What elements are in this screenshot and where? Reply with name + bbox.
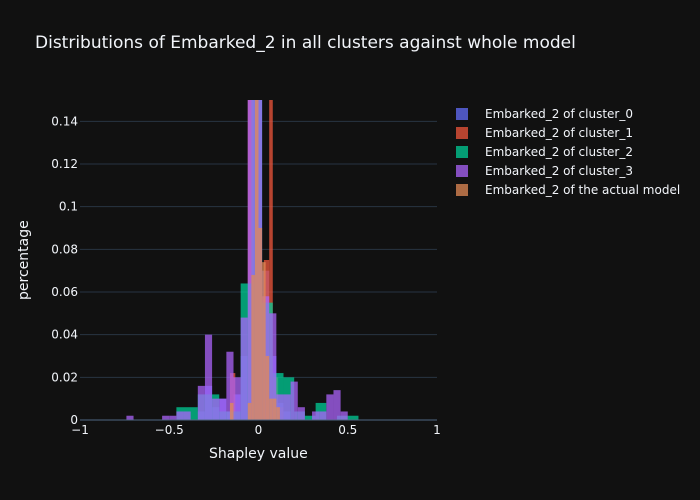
histogram-bar-series-3[interactable]: [204, 334, 213, 420]
legend-swatch: [456, 145, 468, 158]
x-tick-label: 0.5: [338, 423, 357, 437]
histogram-bar-series-3[interactable]: [269, 313, 277, 420]
chart-title: Distributions of Embarked_2 in all clust…: [35, 33, 576, 53]
legend-swatch: [456, 164, 468, 177]
histogram-bar-series-4[interactable]: [258, 228, 263, 420]
histogram-bar-series-3[interactable]: [169, 415, 177, 420]
y-tick-label: 0.02: [51, 370, 78, 384]
legend-label: Embarked_2 of the actual model: [485, 182, 681, 197]
legend-item[interactable]: Embarked_2 of cluster_2: [456, 142, 680, 161]
y-tick-label: 0: [70, 413, 78, 427]
histogram-bar-series-4[interactable]: [276, 407, 280, 420]
legend-label: Embarked_2 of cluster_2: [485, 144, 633, 159]
histogram-bar-series-3[interactable]: [212, 398, 220, 420]
histogram-bar-series-3[interactable]: [219, 398, 227, 420]
legend-item[interactable]: Embarked_2 of cluster_0: [456, 104, 680, 123]
histogram-bar-series-3[interactable]: [162, 415, 170, 420]
histogram-bar-series-3[interactable]: [283, 394, 291, 420]
histogram-bar-series-3[interactable]: [240, 317, 248, 420]
histogram-bar-series-4[interactable]: [254, 100, 259, 420]
histogram-bar-series-3[interactable]: [126, 415, 134, 420]
histogram-bar-series-3[interactable]: [197, 385, 205, 420]
histogram-bar-series-3[interactable]: [183, 411, 191, 420]
legend-label: Embarked_2 of cluster_0: [485, 106, 633, 121]
histogram-bar-series-3[interactable]: [176, 411, 184, 420]
legend-swatch: [456, 126, 468, 139]
histogram-bar-series-3[interactable]: [340, 411, 348, 420]
histogram-bar-series-3[interactable]: [326, 394, 334, 420]
histogram-bar-series-3[interactable]: [333, 390, 341, 420]
histogram-bar-series-3[interactable]: [233, 377, 241, 420]
histogram-bar-series-4[interactable]: [269, 398, 273, 420]
histogram-bar-series-3[interactable]: [247, 100, 255, 420]
legend: Embarked_2 of cluster_0 Embarked_2 of clu…: [456, 104, 680, 199]
histogram-bar-series-4[interactable]: [229, 402, 234, 420]
y-tick-label: 0.08: [51, 242, 78, 256]
y-tick-label: 0.06: [51, 285, 78, 299]
legend-label: Embarked_2 of cluster_3: [485, 163, 633, 178]
axis-layer: 0 0.02 0.04 0.06 0.08 0.1 0.12 0.14 −1 −0.5 0 0.5 1: [51, 114, 441, 437]
x-tick-label: −0.5: [155, 423, 184, 437]
histogram-bar-series-4[interactable]: [272, 398, 277, 420]
y-axis-label: percentage: [16, 220, 32, 300]
histogram-bar-series-2[interactable]: [347, 415, 359, 420]
histogram-bar-series-1[interactable]: [269, 100, 273, 420]
legend-swatch: [456, 107, 468, 120]
histogram-bar-series-3[interactable]: [319, 411, 327, 420]
bars-layer: [126, 100, 359, 420]
legend-item[interactable]: Embarked_2 of cluster_3: [456, 161, 680, 180]
x-tick-label: 0: [255, 423, 263, 437]
y-tick-label: 0.04: [51, 328, 78, 342]
x-axis-label: Shapley value: [209, 446, 308, 462]
histogram-bar-series-2[interactable]: [304, 415, 316, 420]
x-tick-label: 1: [433, 423, 441, 437]
x-tick-label: −1: [71, 423, 89, 437]
histogram-bar-series-4[interactable]: [265, 356, 270, 420]
legend-label: Embarked_2 of cluster_1: [485, 125, 633, 140]
legend-item[interactable]: Embarked_2 of the actual model: [456, 180, 680, 199]
legend-item[interactable]: Embarked_2 of cluster_1: [456, 123, 680, 142]
histogram-bar-series-3[interactable]: [297, 407, 305, 420]
histogram-bar-series-3[interactable]: [226, 351, 234, 420]
y-tick-label: 0.12: [51, 157, 78, 171]
histogram-bar-series-4[interactable]: [262, 262, 266, 420]
histogram-bar-series-3[interactable]: [290, 381, 298, 420]
histogram-bar-series-4[interactable]: [247, 402, 252, 420]
histogram-bar-series-4[interactable]: [251, 274, 255, 420]
y-tick-label: 0.14: [51, 114, 78, 128]
legend-swatch: [456, 183, 468, 196]
y-tick-label: 0.1: [59, 200, 78, 214]
histogram-bar-series-3[interactable]: [312, 411, 320, 420]
